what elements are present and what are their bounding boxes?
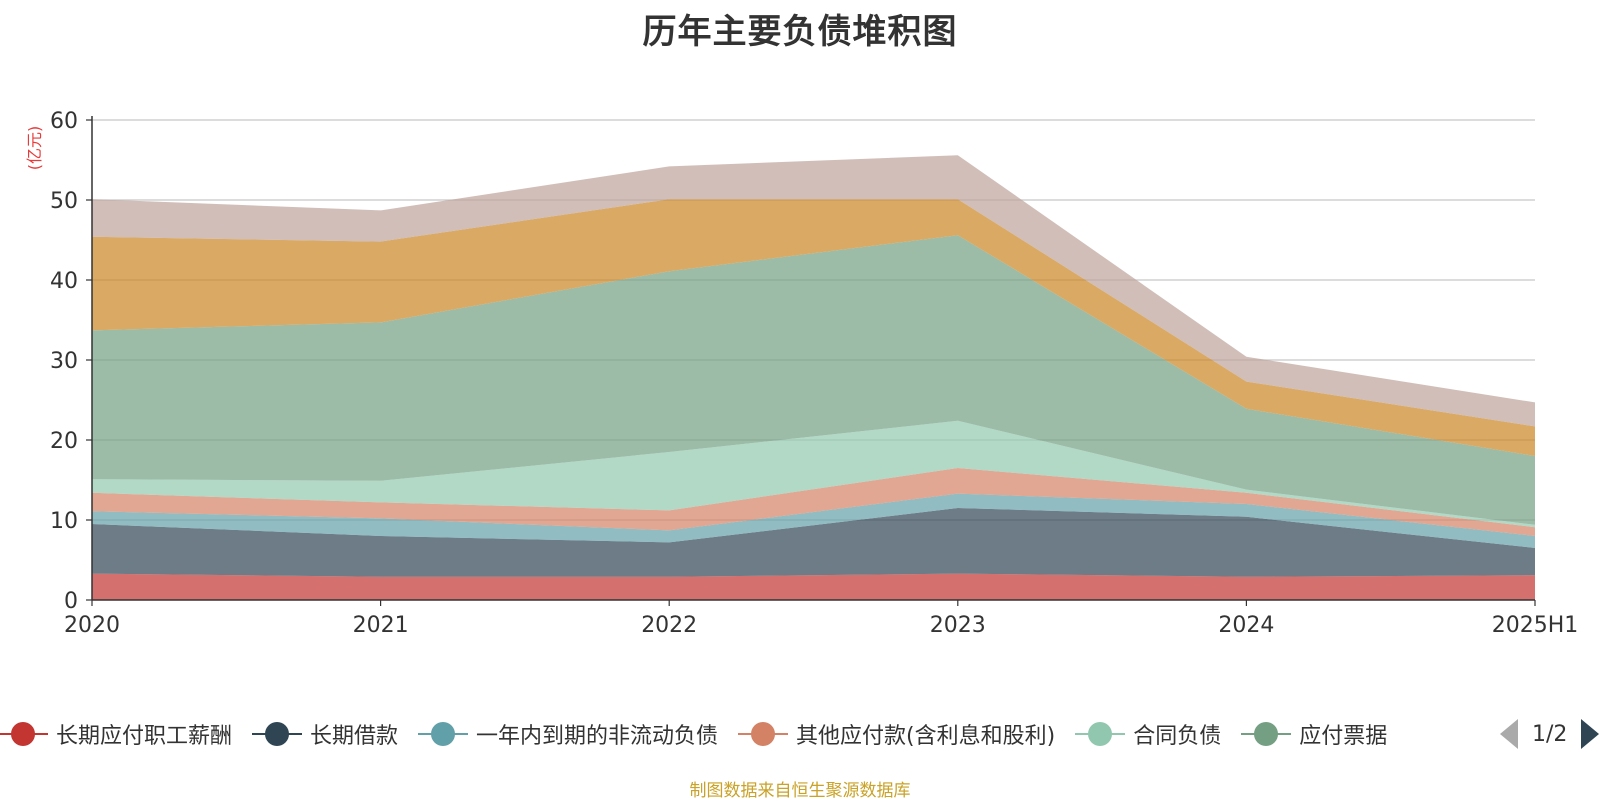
y-tick-label: 50: [50, 189, 78, 214]
legend-label: 合同负债: [1133, 724, 1222, 749]
legend-items: 长期应付职工薪酬 长期借款 一年内到期的非流动负债 其他应付款(含利息和股利) 合同负债…: [0, 716, 1483, 752]
y-tick-label: 40: [50, 269, 78, 294]
source-note: 制图数据来自恒生聚源数据库: [689, 781, 911, 801]
legend: 长期应付职工薪酬 长期借款 一年内到期的非流动负债 其他应付款(含利息和股利) 合同负债…: [0, 716, 1600, 752]
area-series-1[interactable]: [92, 573, 1535, 600]
area-series-8[interactable]: [92, 155, 1535, 427]
legend-label: 长期应付职工薪酬: [56, 724, 233, 749]
legend-item[interactable]: 合同负债: [1075, 718, 1221, 750]
y-tick-label: 10: [50, 509, 78, 534]
legend-item[interactable]: 应付票据: [1241, 718, 1387, 750]
triangle-right-icon[interactable]: [1581, 719, 1600, 749]
legend-item[interactable]: 长期借款: [252, 718, 398, 750]
chart-title: 历年主要负债堆积图: [642, 12, 958, 52]
legend-label: 应付票据: [1299, 724, 1388, 749]
area-series-6[interactable]: [92, 235, 1535, 525]
area-series-4[interactable]: [92, 468, 1535, 536]
legend-pager: 1/2: [1500, 716, 1600, 752]
legend-item[interactable]: 一年内到期的非流动负债: [418, 718, 718, 750]
legend-marker-icon: [1075, 722, 1126, 746]
legend-page-indicator: 1/2: [1532, 721, 1568, 747]
legend-label: 一年内到期的非流动负债: [476, 724, 719, 749]
legend-marker-icon: [1241, 722, 1292, 746]
plot-area: 0 10 20 30 40 50 60 2020 2021 2022 2023 2024 2025H1: [50, 109, 1578, 638]
area-series-7[interactable]: [92, 199, 1535, 456]
legend-item[interactable]: 长期应付职工薪酬: [0, 718, 232, 750]
triangle-left-icon[interactable]: [1500, 719, 1518, 749]
area-series: [92, 155, 1535, 600]
x-tick-label: 2020: [64, 613, 120, 638]
legend-viewport: 长期应付职工薪酬 长期借款 一年内到期的非流动负债 其他应付款(含利息和股利) 合同负债…: [0, 716, 1483, 752]
area-series-3[interactable]: [92, 493, 1535, 548]
legend-marker-icon: [0, 722, 48, 746]
y-tick-label: 30: [50, 349, 78, 374]
legend-marker-icon: [418, 722, 469, 746]
legend-item[interactable]: 其他应付款(含利息和股利): [738, 718, 1055, 750]
legend-label: 其他应付款(含利息和股利): [796, 724, 1056, 749]
y-tick-label: 0: [64, 589, 78, 614]
legend-marker-icon: [738, 722, 789, 746]
y-tick-label: 60: [50, 109, 78, 134]
area-series-5[interactable]: [92, 420, 1535, 528]
area-series-2[interactable]: [92, 508, 1535, 577]
x-tick-label: 2025H1: [1492, 613, 1579, 638]
x-tick-label: 2021: [353, 613, 409, 638]
legend-marker-icon: [252, 722, 303, 746]
legend-label: 长期借款: [310, 724, 399, 749]
x-tick-label: 2024: [1218, 613, 1274, 638]
axes: 0 10 20 30 40 50 60 2020 2021 2022 2023 2024 2025H1: [50, 109, 1578, 638]
x-tick-label: 2023: [930, 613, 986, 638]
x-tick-label: 2022: [641, 613, 697, 638]
y-tick-label: 20: [50, 429, 78, 454]
